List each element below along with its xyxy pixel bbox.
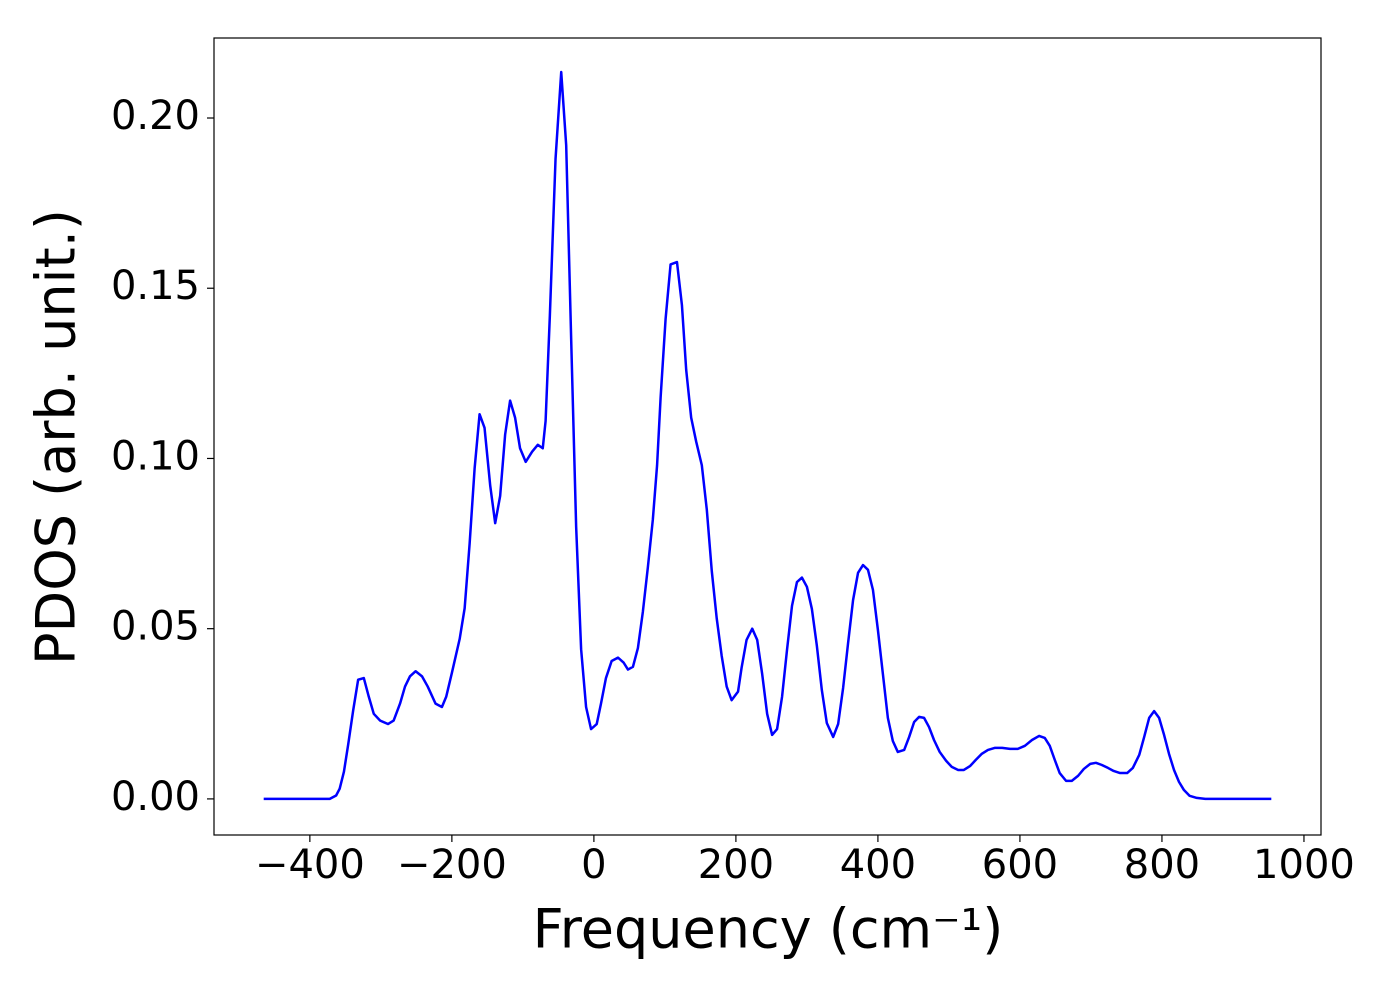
y-tick-label: 0.00 [111, 774, 200, 820]
y-tick-label: 0.20 [111, 93, 200, 139]
y-tick-label: 0.15 [111, 263, 200, 309]
y-tick-label: 0.05 [111, 604, 200, 650]
x-tick-label: 200 [698, 842, 774, 888]
x-tick-label: 1000 [1253, 842, 1355, 888]
x-tick-label: 400 [840, 842, 916, 888]
y-tick-label: 0.10 [111, 433, 200, 479]
x-tick-label: 0 [581, 842, 606, 888]
x-tick-label: 600 [982, 842, 1058, 888]
plot-frame [213, 37, 1322, 836]
data-line [263, 70, 1272, 801]
y-axis-label: PDOS (arb. unit.) [25, 209, 88, 665]
x-tick-label: −200 [397, 842, 507, 888]
x-axis-label: Frequency (cm⁻¹) [533, 898, 1004, 961]
x-tick-label: −400 [255, 842, 365, 888]
x-tick-label: 800 [1124, 842, 1200, 888]
